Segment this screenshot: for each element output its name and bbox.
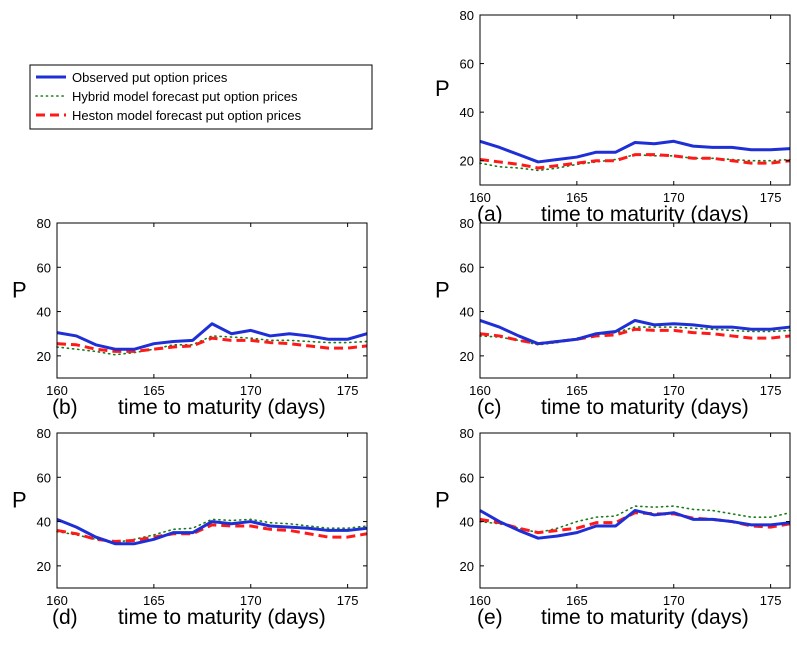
x-tick-label: 170 xyxy=(240,593,262,608)
legend: Observed put option prices Hybrid model f… xyxy=(29,64,373,130)
plot-area xyxy=(57,223,367,378)
x-axis-label: time to maturity (days) xyxy=(118,396,326,419)
series-line-dashed xyxy=(56,336,368,353)
x-axis-label: time to maturity (days) xyxy=(541,203,749,226)
x-tick-label: 170 xyxy=(663,190,685,205)
panel-label: (d) xyxy=(52,606,78,629)
y-tick-label: 60 xyxy=(460,470,474,485)
series-line-solid xyxy=(479,318,791,346)
y-tick-label: 20 xyxy=(460,154,474,169)
x-axis-label: time to maturity (days) xyxy=(541,396,749,419)
chart-panel-c: 160 165 170 175 20 40 60 80 P (c) time to maturity… xyxy=(435,216,791,419)
y-axis-label: P xyxy=(12,487,27,512)
plot-area xyxy=(57,433,367,588)
x-tick-label: 165 xyxy=(566,190,588,205)
series-line-dashed xyxy=(479,511,791,535)
legend-entry-label: Hybrid model forecast put option prices xyxy=(72,89,298,104)
x-tick-label: 165 xyxy=(566,593,588,608)
x-tick-label: 160 xyxy=(469,190,491,205)
series-line-dashed xyxy=(56,523,368,543)
series-line-solid xyxy=(479,509,791,540)
y-tick-label: 40 xyxy=(37,305,51,320)
y-tick-label: 60 xyxy=(37,470,51,485)
x-tick-label: 175 xyxy=(760,383,782,398)
axes-frame xyxy=(56,432,368,589)
axes-frame xyxy=(479,222,791,379)
y-tick-label: 20 xyxy=(460,349,474,364)
x-axis-label: time to maturity (days) xyxy=(118,606,326,629)
chart-panel-e: 160 165 170 175 20 40 60 80 P (e) time to maturity… xyxy=(435,426,791,629)
x-tick-label: 160 xyxy=(469,593,491,608)
x-tick-label: 160 xyxy=(46,383,68,398)
y-tick-label: 20 xyxy=(37,349,51,364)
y-tick-label: 80 xyxy=(37,426,51,441)
y-tick-label: 60 xyxy=(460,260,474,275)
x-tick-label: 170 xyxy=(240,383,262,398)
x-tick-label: 170 xyxy=(663,593,685,608)
y-tick-label: 40 xyxy=(37,515,51,530)
y-tick-label: 40 xyxy=(460,305,474,320)
chart-panel-a: 160 165 170 175 20 40 60 80 P (a) time to maturity… xyxy=(435,8,791,226)
legend-box xyxy=(29,64,373,130)
y-tick-label: 60 xyxy=(460,57,474,72)
series-line-dashed xyxy=(479,327,791,346)
x-tick-label: 175 xyxy=(760,593,782,608)
axes-frame xyxy=(479,14,791,186)
series-line-solid xyxy=(56,517,368,546)
y-axis-label: P xyxy=(435,487,450,512)
x-axis-label: time to maturity (days) xyxy=(541,606,749,629)
axes-frame xyxy=(479,432,791,589)
series-line-dashed xyxy=(479,153,791,170)
series-line-dotted xyxy=(479,326,791,346)
y-tick-label: 60 xyxy=(37,260,51,275)
chart-panel-b: 160 165 170 175 20 40 60 80 P (b) time to maturity… xyxy=(12,216,368,419)
plot-area xyxy=(480,223,790,378)
x-tick-label: 175 xyxy=(760,190,782,205)
x-tick-label: 175 xyxy=(337,593,359,608)
series-line-solid xyxy=(479,139,791,164)
legend-entry-label: Observed put option prices xyxy=(72,70,228,85)
y-tick-label: 80 xyxy=(460,216,474,231)
x-tick-label: 165 xyxy=(143,383,165,398)
x-tick-label: 175 xyxy=(337,383,359,398)
panel-label: (e) xyxy=(477,606,503,629)
y-tick-label: 80 xyxy=(460,426,474,441)
y-axis-label: P xyxy=(435,76,450,101)
plot-area xyxy=(480,15,790,185)
legend-entry-label: Heston model forecast put option prices xyxy=(72,108,302,123)
series-line-dotted xyxy=(479,505,791,534)
panels: 160 165 170 175 20 40 60 80 P (a) time to maturity… xyxy=(12,8,791,629)
x-tick-label: 165 xyxy=(566,383,588,398)
y-tick-label: 40 xyxy=(460,105,474,120)
axes-frame xyxy=(56,222,368,379)
y-tick-label: 20 xyxy=(37,559,51,574)
panel-label: (a) xyxy=(477,203,503,226)
y-tick-label: 80 xyxy=(37,216,51,231)
y-tick-label: 20 xyxy=(460,559,474,574)
series-line-solid xyxy=(56,322,368,351)
x-tick-label: 165 xyxy=(143,593,165,608)
y-tick-label: 40 xyxy=(460,515,474,530)
series-line-dotted xyxy=(56,335,368,356)
panel-label: (b) xyxy=(52,396,78,419)
y-axis-label: P xyxy=(12,277,27,302)
x-tick-label: 160 xyxy=(469,383,491,398)
x-tick-label: 170 xyxy=(663,383,685,398)
y-tick-label: 80 xyxy=(460,8,474,23)
chart-panel-d: 160 165 170 175 20 40 60 80 P (d) time to maturity… xyxy=(12,426,368,629)
y-axis-label: P xyxy=(435,277,450,302)
x-tick-label: 160 xyxy=(46,593,68,608)
panel-label: (c) xyxy=(477,396,502,419)
